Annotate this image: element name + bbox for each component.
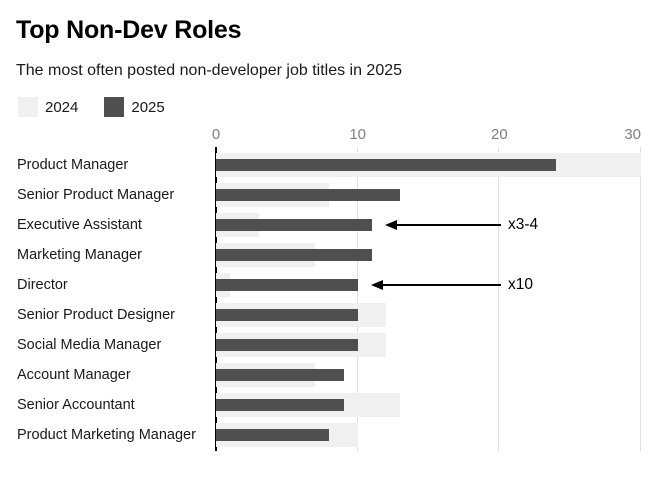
annotation-arrow-line [395, 224, 501, 226]
bar-row [216, 180, 641, 210]
bar-row [216, 330, 641, 360]
x-tick-label-30: 30 [624, 126, 641, 143]
bar-row [216, 270, 641, 300]
legend-item-2024: 2024 [18, 97, 78, 117]
legend-label-2025: 2025 [131, 98, 165, 116]
category-label: Senior Product Manager [17, 187, 175, 203]
category-label: Product Marketing Manager [17, 427, 196, 443]
x-axis: 0 10 20 30 [212, 126, 641, 144]
legend: 2024 2025 [18, 97, 165, 117]
legend-swatch-2025 [104, 97, 125, 117]
bar-2025 [216, 189, 401, 201]
annotation-arrow-line [381, 284, 501, 286]
category-label: Social Media Manager [17, 337, 162, 353]
bar-2025 [216, 219, 372, 231]
bar-2025 [216, 399, 344, 411]
chart-title: Top Non-Dev Roles [16, 16, 242, 44]
category-label: Product Manager [17, 157, 129, 173]
bar-2025 [216, 309, 358, 321]
legend-swatch-2024 [18, 97, 38, 117]
gridline-10 [356, 147, 358, 451]
gridline-20 [498, 147, 500, 451]
annotation-arrowhead [384, 219, 397, 230]
bar-2025 [216, 249, 372, 261]
bar-2025 [216, 339, 358, 351]
annotation-label: x10 [508, 276, 533, 293]
x-tick-label-10: 10 [349, 126, 366, 143]
category-label: Marketing Manager [17, 247, 142, 263]
chart-subtitle: The most often posted non-developer job … [16, 62, 403, 79]
category-label: Senior Accountant [17, 397, 135, 413]
bar-row [216, 300, 641, 330]
bar-row [216, 360, 641, 390]
bar-row [216, 240, 641, 270]
bar-row [216, 210, 641, 240]
category-label: Senior Product Designer [17, 307, 175, 323]
category-axis: Product Manager Senior Product Manager Exe… [0, 150, 214, 450]
category-label: Director [17, 277, 68, 293]
annotation-label: x3-4 [508, 216, 539, 233]
category-label: Executive Assistant [17, 217, 142, 233]
bar-row [216, 390, 641, 420]
bar-2025 [216, 369, 344, 381]
category-label: Account Manager [17, 367, 131, 383]
legend-label-2024: 2024 [45, 98, 79, 116]
annotation-arrowhead [370, 279, 383, 290]
bar-2025 [216, 429, 330, 441]
y-axis-line [215, 147, 217, 451]
bar-2025 [216, 279, 358, 291]
x-tick-label-0: 0 [211, 126, 221, 143]
bar-row [216, 420, 641, 450]
bar-row [216, 150, 641, 180]
x-tick-label-20: 20 [490, 126, 508, 143]
legend-item-2025: 2025 [104, 97, 165, 117]
bar-2025 [216, 159, 556, 171]
gridline-30 [640, 147, 641, 451]
plot-area: x3-4 x10 [215, 147, 641, 451]
